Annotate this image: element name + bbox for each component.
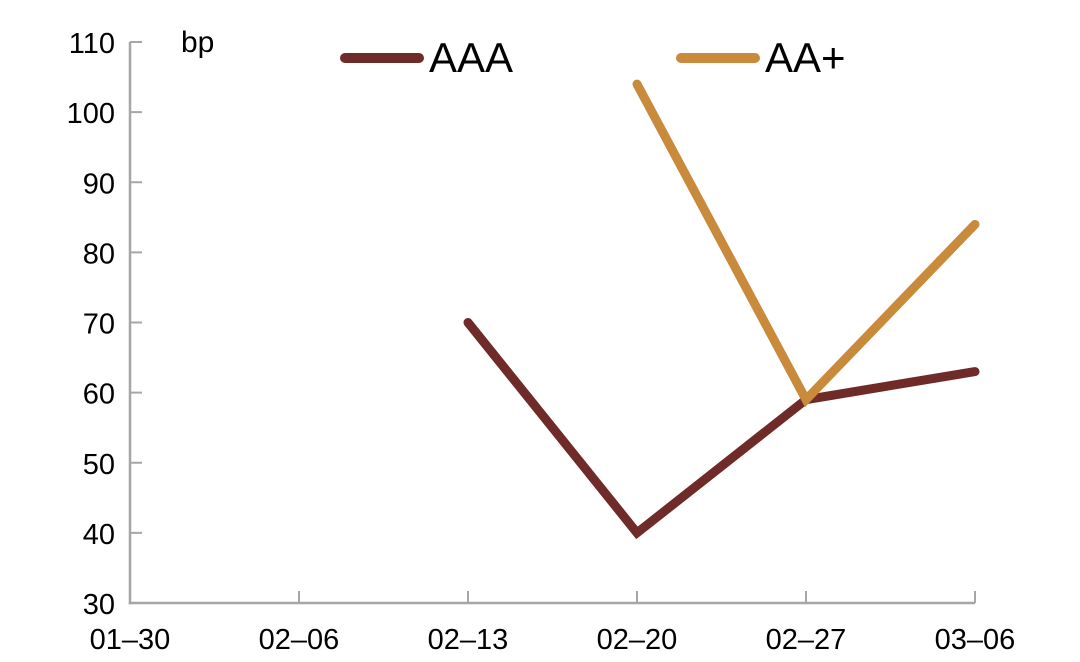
x-tick-label: 02–13	[428, 624, 509, 656]
y-tick-label: 90	[83, 168, 115, 200]
legend-item-aaa: AAA	[340, 35, 513, 81]
series-line-aaa	[463, 318, 980, 540]
x-tick-label: 02–20	[597, 624, 678, 656]
series-line-aa-plus	[632, 79, 980, 408]
y-ticks	[130, 41, 142, 534]
x-tick-label: 01–30	[90, 624, 171, 656]
x-ticks	[298, 591, 976, 603]
legend-item-aa-plus: AA+	[676, 35, 846, 81]
y-tick-label: 40	[83, 519, 115, 551]
legend-label-aaa: AAA	[429, 34, 514, 81]
legend-swatch-aaa	[340, 53, 424, 63]
y-tick-label: 70	[83, 309, 115, 341]
x-tick-label: 03–06	[935, 624, 1016, 656]
legend-swatch-aa-plus	[676, 53, 760, 63]
y-tick-label: 80	[83, 238, 115, 270]
y-axis-unit-label: bp	[181, 26, 214, 59]
y-tick-label: 50	[83, 449, 115, 481]
y-tick-labels: 30 40 50 60 70 80 90 100 110	[67, 28, 115, 621]
y-tick-label: 110	[69, 28, 115, 60]
x-tick-labels: 01–30 02–06 02–13 02–20 02–27 03–06	[90, 624, 1016, 656]
y-tick-label: 100	[67, 98, 115, 130]
y-tick-label: 30	[83, 589, 115, 621]
x-tick-label: 02–27	[766, 624, 847, 656]
x-tick-label: 02–06	[259, 624, 340, 656]
legend-label-aa-plus: AA+	[765, 34, 846, 81]
y-tick-label: 60	[83, 379, 115, 411]
